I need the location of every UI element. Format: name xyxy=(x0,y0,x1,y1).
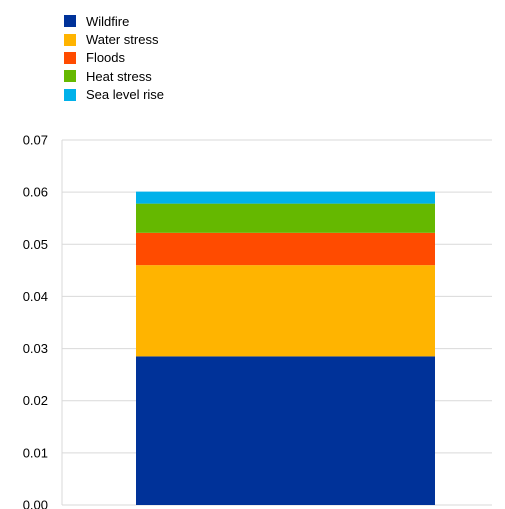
legend-label: Sea level rise xyxy=(86,87,165,103)
legend-item: Water stress xyxy=(64,30,164,48)
legend-label: Heat stress xyxy=(86,68,152,84)
legend-swatch xyxy=(64,15,76,28)
bar-segment-floods xyxy=(136,232,435,266)
legend-item: Wildfire xyxy=(64,12,164,30)
legend-swatch xyxy=(64,33,76,46)
y-tick-label: 0.07 xyxy=(23,133,48,148)
legend-label: Floods xyxy=(86,50,126,66)
bars xyxy=(136,191,435,505)
y-axis: 0.00 0.01 0.02 0.03 0.04 0.05 0.06 0.07 xyxy=(23,133,63,509)
y-tick-label: 0.03 xyxy=(23,341,48,356)
legend: Wildfire Water stress Floods Heat stress Sea… xyxy=(64,12,164,104)
y-tick-label: 0.05 xyxy=(23,237,48,252)
y-tick-label: 0.06 xyxy=(23,185,48,200)
y-tick-label: 0.00 xyxy=(23,498,48,509)
bar-segment-sea-level-rise xyxy=(136,191,435,204)
y-tick-label: 0.02 xyxy=(23,393,48,408)
legend-item: Sea level rise xyxy=(64,86,164,104)
bar-segment-wildfire xyxy=(136,356,435,505)
y-tick-label: 0.04 xyxy=(23,289,48,304)
legend-swatch xyxy=(64,51,76,64)
y-tick-label: 0.01 xyxy=(23,445,48,460)
legend-item: Floods xyxy=(64,49,164,67)
bar-segment-water-stress xyxy=(136,265,435,357)
legend-swatch xyxy=(64,88,76,101)
legend-label: Water stress xyxy=(86,32,159,48)
legend-item: Heat stress xyxy=(64,67,164,85)
legend-label: Wildfire xyxy=(86,13,130,29)
legend-swatch xyxy=(64,70,76,83)
bar-segment-heat-stress xyxy=(136,203,435,233)
